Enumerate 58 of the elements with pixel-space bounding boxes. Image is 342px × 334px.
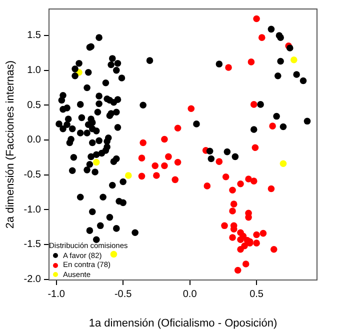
x-tick-label: 0.0 bbox=[182, 288, 198, 300]
y-tick-label: -2.0 bbox=[24, 274, 42, 286]
y-tick-label: -0.5 bbox=[24, 170, 42, 181]
point bbox=[125, 172, 132, 179]
point bbox=[253, 15, 260, 22]
point bbox=[290, 56, 298, 64]
point bbox=[242, 260, 250, 268]
point bbox=[161, 136, 168, 143]
point bbox=[234, 266, 242, 274]
point bbox=[280, 160, 287, 168]
point bbox=[230, 200, 238, 208]
point bbox=[258, 34, 266, 41]
point bbox=[252, 144, 259, 152]
x-axis-title: 1a dimensión (Oficialismo - Oposición) bbox=[88, 317, 278, 330]
point bbox=[138, 172, 146, 180]
x-tick-label: -0.5 bbox=[114, 288, 132, 300]
point bbox=[204, 182, 211, 190]
point bbox=[237, 246, 244, 253]
point bbox=[229, 234, 236, 241]
point bbox=[110, 250, 118, 258]
y-tick-label: 0.5 bbox=[27, 100, 42, 111]
y-tick-label: -1.0 bbox=[24, 204, 42, 216]
point bbox=[161, 162, 168, 170]
point bbox=[253, 240, 260, 246]
point bbox=[268, 185, 275, 192]
y-tick-label: 0.0 bbox=[27, 134, 42, 146]
point bbox=[270, 246, 278, 253]
point bbox=[172, 176, 179, 184]
point bbox=[138, 154, 146, 162]
point bbox=[229, 186, 236, 194]
point bbox=[269, 122, 276, 130]
point bbox=[225, 64, 232, 71]
point bbox=[216, 158, 223, 165]
point bbox=[248, 58, 255, 66]
x-tick-label: -1.0 bbox=[48, 288, 66, 300]
point bbox=[174, 124, 182, 132]
point bbox=[250, 101, 258, 108]
point bbox=[140, 139, 146, 146]
point bbox=[92, 158, 100, 166]
y-tick-label: 1.5 bbox=[27, 30, 42, 42]
point bbox=[174, 158, 182, 166]
point bbox=[165, 153, 172, 160]
point bbox=[250, 178, 258, 184]
point bbox=[260, 230, 267, 237]
x-tick-label: 0.5 bbox=[250, 288, 264, 300]
point bbox=[221, 222, 228, 230]
point bbox=[153, 172, 160, 179]
point bbox=[237, 236, 244, 243]
y-axis-title: 2a dimensión (Facciones internas) bbox=[4, 60, 17, 229]
point bbox=[222, 173, 230, 180]
point bbox=[188, 105, 195, 112]
point bbox=[229, 208, 236, 214]
y-tick-label: -1.5 bbox=[24, 239, 42, 250]
point bbox=[152, 162, 159, 170]
point bbox=[237, 180, 244, 188]
point bbox=[245, 176, 252, 182]
point bbox=[253, 231, 260, 238]
y-tick-label: 1.0 bbox=[27, 65, 42, 76]
